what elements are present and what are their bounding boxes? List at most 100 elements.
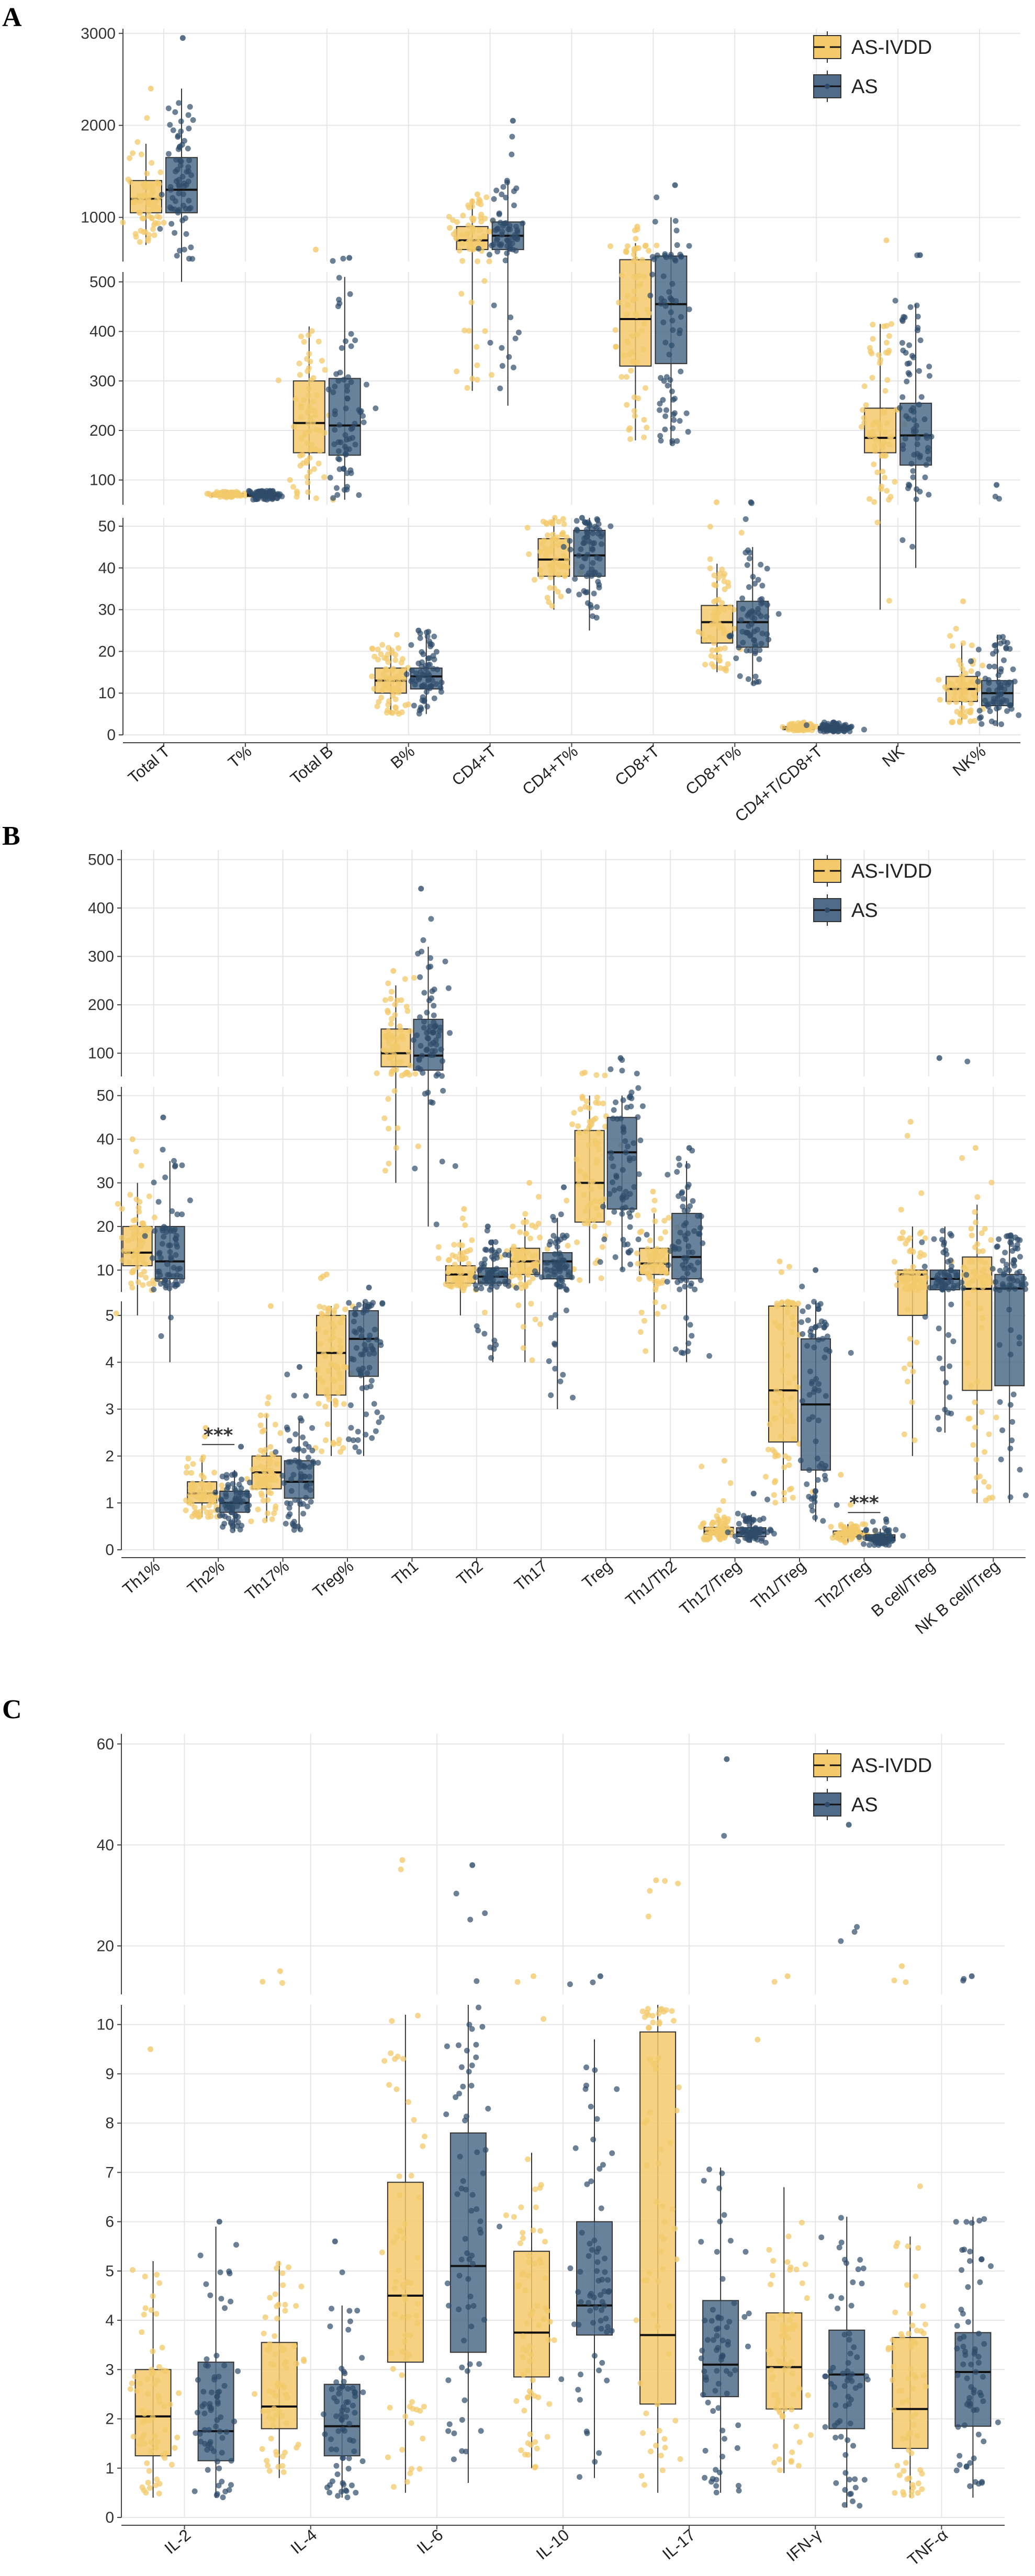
data-point bbox=[382, 674, 388, 680]
data-point bbox=[274, 495, 280, 501]
data-point bbox=[833, 2402, 839, 2408]
data-point bbox=[399, 2447, 406, 2453]
data-point bbox=[641, 321, 647, 327]
data-point bbox=[167, 1249, 173, 1255]
data-point bbox=[685, 1207, 691, 1213]
data-point bbox=[677, 327, 683, 333]
data-point bbox=[883, 237, 890, 244]
data-point bbox=[280, 2282, 286, 2288]
data-point bbox=[903, 1284, 909, 1290]
data-point bbox=[896, 2472, 903, 2478]
data-point bbox=[919, 1285, 925, 1291]
data-point bbox=[520, 1324, 526, 1330]
data-point bbox=[228, 2482, 234, 2488]
data-point bbox=[870, 322, 876, 328]
data-point bbox=[393, 2086, 400, 2092]
data-point bbox=[629, 297, 636, 303]
data-point bbox=[674, 1169, 680, 1175]
data-point bbox=[393, 686, 400, 692]
data-point bbox=[609, 2150, 615, 2157]
data-point bbox=[676, 1155, 682, 1162]
data-point bbox=[923, 2321, 929, 2328]
data-point bbox=[546, 599, 552, 605]
data-point bbox=[514, 1979, 521, 1985]
data-point bbox=[594, 2268, 600, 2274]
data-point bbox=[435, 1032, 442, 1039]
data-point bbox=[948, 1267, 954, 1274]
data-point bbox=[960, 675, 966, 682]
data-point bbox=[418, 886, 424, 892]
data-point bbox=[677, 2456, 683, 2462]
data-point bbox=[426, 676, 432, 683]
data-point bbox=[1003, 1262, 1009, 1268]
data-point bbox=[592, 2067, 598, 2073]
data-point bbox=[637, 281, 644, 287]
data-point bbox=[997, 640, 1004, 646]
data-point bbox=[757, 647, 763, 653]
data-point bbox=[523, 2347, 530, 2354]
data-point bbox=[860, 2265, 867, 2272]
data-point bbox=[392, 2311, 398, 2318]
data-point bbox=[996, 1236, 1002, 1242]
data-point bbox=[537, 2228, 544, 2234]
data-point bbox=[469, 2252, 475, 2259]
data-point bbox=[368, 1343, 374, 1349]
data-point bbox=[590, 560, 596, 566]
data-point bbox=[640, 434, 647, 440]
data-point bbox=[925, 445, 931, 451]
data-point bbox=[509, 151, 515, 157]
panel-letter: A bbox=[2, 3, 22, 32]
data-point bbox=[922, 474, 928, 481]
data-point bbox=[668, 297, 674, 303]
data-point bbox=[454, 2191, 460, 2197]
data-point bbox=[772, 1320, 778, 1326]
data-point bbox=[513, 1252, 519, 1258]
data-point bbox=[542, 2239, 548, 2245]
data-point bbox=[322, 1353, 329, 1359]
data-point bbox=[713, 2489, 719, 2495]
data-point bbox=[583, 2082, 589, 2089]
data-point bbox=[653, 2199, 659, 2205]
data-point bbox=[344, 2494, 351, 2501]
data-point bbox=[572, 576, 578, 582]
data-point bbox=[411, 1037, 417, 1043]
data-point bbox=[469, 2192, 476, 2198]
y-tick-label: 3000 bbox=[81, 25, 116, 42]
data-point bbox=[335, 456, 341, 462]
data-point bbox=[252, 491, 258, 497]
data-point bbox=[520, 1345, 526, 1351]
data-point bbox=[652, 1262, 658, 1268]
data-point bbox=[845, 2368, 851, 2374]
data-point bbox=[151, 232, 158, 239]
data-point bbox=[994, 1243, 1000, 1250]
data-point bbox=[614, 1116, 620, 1122]
data-point bbox=[848, 723, 854, 730]
data-point bbox=[357, 1325, 363, 1332]
data-point bbox=[647, 2109, 654, 2115]
data-point bbox=[788, 1413, 794, 1419]
data-point bbox=[901, 1431, 907, 1437]
data-point bbox=[731, 2300, 737, 2306]
data-point bbox=[577, 2268, 583, 2275]
data-point bbox=[504, 237, 510, 243]
data-point bbox=[306, 420, 312, 426]
data-point bbox=[846, 2477, 852, 2483]
data-point bbox=[167, 187, 174, 193]
data-point bbox=[147, 2409, 153, 2415]
data-point bbox=[833, 2480, 839, 2486]
data-point bbox=[908, 1283, 915, 1289]
data-point bbox=[981, 1266, 987, 1273]
data-point bbox=[1004, 698, 1010, 704]
data-point bbox=[887, 494, 894, 500]
data-point bbox=[884, 377, 891, 383]
data-point bbox=[977, 1257, 984, 1264]
data-point bbox=[344, 2407, 351, 2413]
data-point bbox=[460, 1287, 466, 1293]
data-point bbox=[625, 293, 631, 299]
data-point bbox=[899, 1278, 906, 1285]
data-point bbox=[875, 352, 882, 358]
data-point bbox=[968, 658, 974, 664]
data-point bbox=[492, 1250, 498, 1256]
data-point bbox=[439, 1159, 445, 1165]
data-point bbox=[419, 659, 425, 665]
